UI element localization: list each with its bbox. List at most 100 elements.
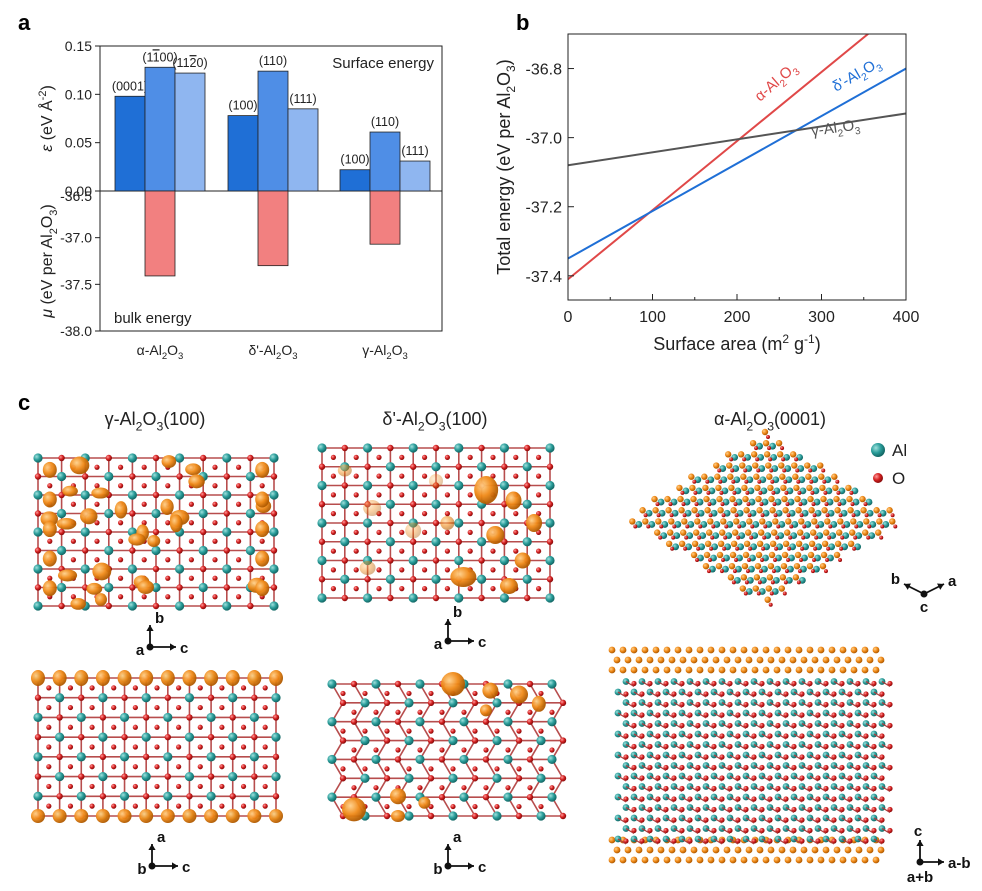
axis-arrowhead [904,583,911,590]
axis-arrowhead [468,862,474,870]
axis-label: b [453,604,462,621]
axis-label: a [157,829,166,846]
axis-arrowhead [444,619,452,625]
legend-swatch-o [873,473,883,483]
x-axis-tick-label: 400 [893,309,920,326]
axis-triad-bottom-mid: ac b [433,829,486,878]
y-axis-tick-label: -36.8 [526,62,563,79]
panel-letter-a: a [18,10,31,35]
bulk-energy-bar [144,190,176,277]
axis-label: c [920,599,928,616]
surface-energy-bar-label: (100) [228,99,257,113]
structure-gamma-100-top [33,453,279,611]
structure-title: α-Al2O3(0001) [714,409,826,433]
x-axis-tick-label: 200 [724,309,751,326]
surface-energy-bar-label: (1100) [142,50,177,64]
axis-label: c [914,823,922,840]
y-axis-tick-label: -37.4 [526,269,563,286]
panel-a-frame [99,45,443,332]
top-axis-tick-label: 0.15 [65,38,92,54]
axis-arrowhead [938,858,944,866]
axis-label: a-b [948,855,971,872]
axis-label: a [948,573,957,590]
structure-alpha-0001-top [629,428,898,607]
axis-arrowhead [148,844,156,850]
legend-swatch-al [871,443,885,457]
bottom-axis-tick-label: -37.0 [60,230,92,246]
surface-energy-bar [287,108,319,192]
axis-triad-top-left: bc a [136,610,189,659]
axis-label: b [891,571,900,588]
y-axis-tick-label: -37.0 [526,131,563,148]
surface-energy-bar [339,169,371,192]
legend-label: Al [892,441,907,460]
panel-a-chart: 0.00 0.05 0.10 0.15 -36.5 -37.0 -37.5 -38.0 (000… [37,38,443,362]
panel-b-chart: 0 100 200 300 400 -37.4 -37.2 -37.0 -36.8 Surface… [494,33,920,354]
top-axis-tick-label: 0.00 [65,183,92,199]
bottom-axis-tick-label: -38.0 [60,323,92,339]
structure-delta-100-top [317,443,555,603]
x-axis-tick-label: 100 [639,309,666,326]
series-line [568,34,870,281]
surface-energy-bar [227,115,259,192]
axis-label: c [478,859,486,876]
x-axis-label: Surface area (m2 g-1) [653,332,820,354]
axis-label: c [478,634,486,651]
axis-arrowhead [170,643,176,651]
surface-energy-bar-label: (0001) [112,79,148,93]
panel-letter-c: c [18,390,30,415]
series-line [568,112,906,167]
surface-energy-bar-label: (111) [401,144,428,158]
axis-arrowhead [937,583,944,590]
axis-label: c [182,859,190,876]
axis-triad-bottom-right: c a-b a+b [907,823,971,886]
axis-label: b [433,861,442,878]
axis-label: a+b [907,869,933,886]
surface-energy-bar-label: (100) [340,153,369,167]
surface-energy-bar [174,72,206,192]
structure-title: δ'-Al2O3(100) [382,409,487,433]
legend-label: O [892,469,905,488]
bottom-axis-label: μ (eV per Al2O3) [39,204,60,319]
series-label: γ-Al2O3 [810,116,862,143]
top-axis-tick-label: 0.05 [65,135,92,151]
axis-label: b [137,861,146,878]
category-label: δ'-Al2O3 [248,342,297,362]
surface-energy-bar-label: (1120) [172,56,207,70]
axis-arrowhead [146,625,154,631]
category-label: γ-Al2O3 [362,342,408,362]
surface-energy-bar [399,160,431,192]
axis-label: c [180,640,188,657]
bottom-axis-tick-label: -37.5 [60,276,92,292]
panel-c-structures: γ-Al2O3(100) δ'-Al2O3(100) α-Al2O3(0001) Al… [31,409,971,886]
structure-delta-100-side [327,672,567,822]
axis-arrowhead [916,840,924,846]
surface-energy-bar-label: (110) [371,115,399,129]
structure-alpha-0001-side [608,646,893,864]
surface-energy-bar [369,131,401,192]
surface-energy-bar [114,95,146,192]
series-label: α-Al2O3 [751,59,802,108]
surface-energy-bar [144,66,176,192]
bulk-energy-bar [369,190,401,245]
axis-triad-top-right: b a c [891,571,957,616]
panel-letter-b: b [516,10,529,35]
top-axis-label: ε (eV Å-2) [37,85,56,152]
axis-triad-bottom-left: ac b [137,829,190,878]
bulk-energy-bar [257,190,289,267]
x-axis-tick-label: 300 [808,309,835,326]
axis-label: a [136,642,145,659]
y-axis-tick-label: -37.2 [526,200,563,217]
axis-label: a [453,829,462,846]
surface-energy-bar [257,70,289,192]
axis-arrowhead [444,844,452,850]
axis-triad-top-mid: bc a [434,604,487,653]
x-axis-tick-label: 0 [564,309,573,326]
surface-energy-bar-label: (110) [259,54,287,68]
y-axis-label: Total energy (eV per Al2O3) [494,59,518,275]
axis-label: a [434,636,443,653]
category-label: α-Al2O3 [137,342,184,362]
surface-energy-bar-label: (111) [289,92,316,106]
series-line [568,67,906,260]
